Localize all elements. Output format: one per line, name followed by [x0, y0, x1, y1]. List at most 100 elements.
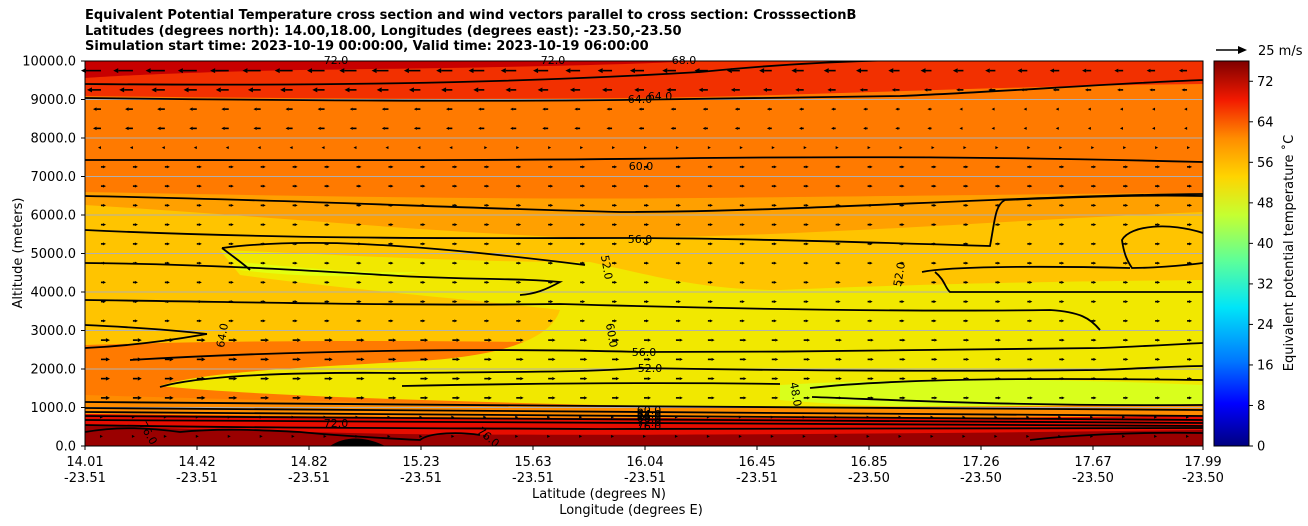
wind-vector — [1123, 357, 1129, 361]
wind-vector-head — [582, 261, 586, 265]
wind-vector-head — [646, 242, 649, 246]
wind-vector-head — [869, 300, 873, 304]
wind-vector-head — [1122, 434, 1126, 438]
wind-vector-head — [646, 165, 649, 169]
wind-vector — [803, 184, 809, 188]
x-tick-label-lat: 16.85 — [850, 455, 887, 470]
wind-vector — [542, 107, 549, 111]
wind-vector-head — [838, 357, 842, 361]
wind-vector — [995, 203, 1001, 207]
wind-vector — [803, 319, 809, 323]
wind-vector — [1020, 88, 1028, 92]
wind-vector-head — [795, 87, 800, 92]
wind-vector — [675, 319, 681, 323]
wind-vector-head — [831, 107, 835, 111]
wind-vector — [694, 68, 708, 74]
wind-vector-head — [901, 242, 905, 246]
wind-vector-head — [422, 300, 426, 304]
wind-vector-head — [726, 68, 732, 74]
wind-vector — [899, 377, 906, 381]
wind-vector — [675, 396, 683, 400]
wind-vector-head — [773, 300, 777, 304]
wind-vector-head — [105, 338, 110, 343]
wind-vector-head — [1058, 434, 1062, 438]
title-line-2: Latitudes (degrees north): 14.00,18.00, … — [85, 23, 682, 39]
wind-vector-head — [933, 300, 937, 304]
wind-vector-head — [615, 377, 620, 381]
wind-vector — [1059, 300, 1065, 304]
contour-label: 60.0 — [637, 404, 662, 417]
wind-vector-head — [552, 338, 556, 342]
wind-vector-head — [360, 338, 365, 342]
wind-vector-head — [265, 357, 270, 362]
contour-label: 72.0 — [324, 417, 349, 430]
wind-vector — [580, 280, 586, 284]
wind-vector — [483, 415, 487, 419]
wind-vector-head — [643, 434, 646, 438]
contour-label: 48.0 — [787, 381, 804, 407]
wind-vector — [1123, 396, 1129, 400]
wind-vector — [898, 434, 902, 438]
wind-vector — [344, 87, 357, 93]
wind-vector — [702, 126, 708, 130]
wind-vector — [931, 223, 937, 227]
wind-vector-head — [859, 88, 864, 92]
wind-vector — [484, 184, 490, 188]
wind-vector-head — [646, 261, 649, 265]
wind-vector — [92, 126, 101, 131]
wind-vector-head — [1061, 300, 1065, 304]
wind-vector-head — [259, 415, 263, 419]
wind-vector-head — [201, 338, 206, 343]
wind-vector-head — [422, 242, 426, 246]
wind-vector-head — [838, 338, 842, 342]
wind-vector — [638, 107, 644, 111]
wind-vector-head — [646, 300, 649, 304]
wind-vector — [452, 184, 458, 188]
wind-vector-head — [163, 434, 167, 438]
y-tick-label: 5000.0 — [31, 247, 77, 262]
wind-vector — [196, 395, 206, 400]
wind-vector — [834, 434, 838, 438]
wind-vector-head — [805, 261, 809, 265]
wind-vector-head — [1084, 88, 1088, 92]
wind-vector-head — [579, 434, 583, 438]
wind-vector — [100, 242, 106, 246]
contour-label: 76.0 — [637, 420, 662, 433]
wind-vector — [644, 203, 649, 207]
wind-vector-head — [198, 242, 202, 246]
wind-vector — [381, 126, 389, 130]
wind-vector-head — [262, 203, 266, 207]
wind-vector — [827, 88, 836, 92]
wind-vector-head — [1093, 242, 1097, 246]
wind-vector-head — [169, 338, 174, 343]
wind-vector — [1023, 107, 1027, 111]
wind-vector-head — [99, 415, 103, 419]
wind-vector — [100, 165, 106, 169]
wind-vector — [867, 357, 874, 361]
wind-vector — [420, 165, 426, 169]
wind-vector — [312, 87, 325, 93]
wind-vector — [835, 261, 841, 265]
wind-vector — [738, 434, 742, 438]
wind-vector-head — [582, 223, 586, 227]
wind-vector — [100, 376, 110, 381]
wind-vector — [1023, 126, 1027, 130]
wind-vector — [612, 377, 620, 381]
wind-vector-head — [807, 396, 811, 400]
wind-vector-head — [291, 434, 295, 438]
wind-vector-head — [891, 88, 896, 92]
contour-line — [159, 365, 1203, 388]
wind-vector-head — [579, 415, 583, 419]
x-tick-label-lon: -23.50 — [1072, 471, 1114, 486]
wind-vector-head — [901, 300, 905, 304]
wind-vector-head — [1184, 107, 1188, 111]
wind-vector-head — [262, 261, 266, 265]
colorbar-gradient — [1213, 60, 1250, 447]
wind-vector — [1184, 107, 1188, 111]
wind-vector — [388, 319, 394, 323]
x-axis: 14.01-23.5114.42-23.5114.82-23.5115.23-2… — [64, 446, 1224, 486]
wind-vector-head — [358, 261, 362, 265]
wind-vector — [963, 280, 969, 284]
wind-vector — [125, 126, 133, 131]
